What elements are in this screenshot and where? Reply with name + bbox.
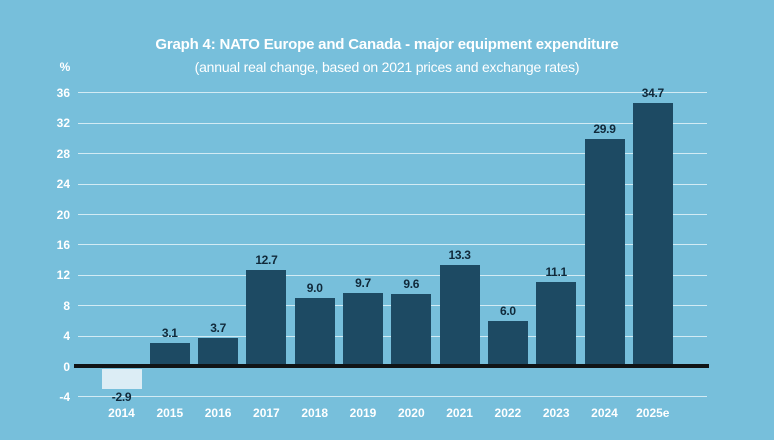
x-tick-label: 2025e [636,406,670,420]
bar-value-label: 9.0 [306,281,323,296]
bar-value-label: 9.7 [355,275,371,290]
bar-value-label: 34.7 [641,85,664,100]
bar-value-label: 9.6 [403,276,420,291]
bar [246,269,287,368]
bar [149,342,190,368]
gridline [78,183,707,185]
bar [101,368,142,389]
chart-subtitle: (annual real change, based on 2021 price… [194,59,580,75]
y-tick-label: 36 [56,85,70,100]
bar [343,292,383,368]
y-tick-label: 32 [56,116,70,131]
x-tick-label: 2019 [349,406,377,420]
gridline [78,153,707,155]
x-tick-label: 2024 [591,406,618,420]
bar [632,102,673,368]
bar [391,293,432,368]
gridline [78,214,707,215]
y-tick-label: -4 [59,389,70,404]
bar [536,282,577,368]
bar-value-label: 3.7 [210,321,226,336]
bar-value-label: 12.7 [255,252,278,267]
bar [294,298,335,368]
bar [584,139,625,368]
x-tick-label: 2022 [494,406,522,420]
x-tick-label: 2017 [253,406,280,420]
gridline [78,396,707,398]
gridline [78,122,707,124]
x-tick-label: 2015 [156,406,184,420]
bar-value-label: 6.0 [499,303,516,318]
chart-title: Graph 4: NATO Europe and Canada - major … [155,36,619,53]
gridline [78,244,707,246]
y-tick-label: 0 [63,359,70,374]
x-tick-label: 2023 [542,406,570,420]
y-tick-label: 16 [56,237,70,252]
x-tick-label: 2014 [108,406,135,420]
gridline [78,92,707,94]
y-tick-label: 24 [56,177,70,192]
bar-value-label: -2.9 [111,389,132,404]
gridline [78,274,707,276]
bar [198,338,239,368]
y-tick-label: 20 [56,207,70,222]
zero-axis-line [74,364,709,368]
y-tick-label: 28 [56,146,70,161]
y-tick-label: 4 [63,329,70,344]
bar [487,320,528,368]
bar-value-label: 11.1 [545,265,567,280]
bar-value-label: 29.9 [593,122,616,137]
y-tick-label: 8 [63,298,70,313]
y-tick-label: 12 [56,268,70,283]
x-tick-label: 2020 [397,406,425,420]
y-axis-unit-label: % [59,60,71,74]
bar-value-label: 13.3 [448,248,471,263]
bar [439,265,480,368]
x-tick-label: 2021 [446,406,473,420]
bar-value-label: 3.1 [161,325,178,340]
x-tick-label: 2018 [301,406,329,420]
x-tick-label: 2016 [204,406,232,420]
